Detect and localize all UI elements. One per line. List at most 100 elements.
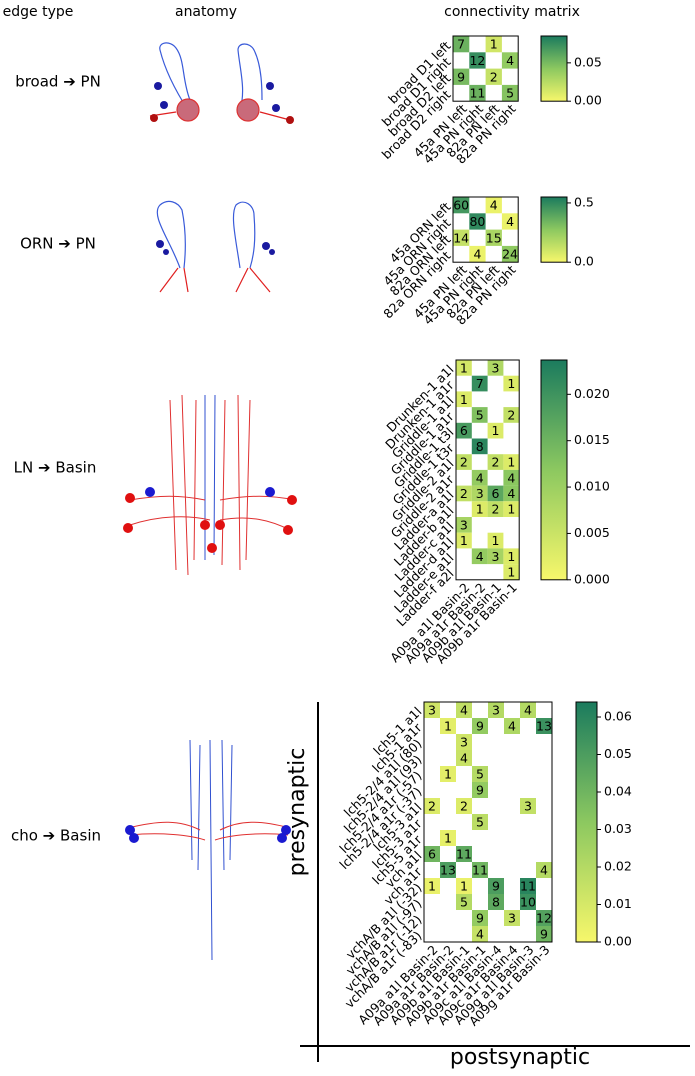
- cell-label: 2: [490, 69, 498, 84]
- cell-label: 5: [506, 86, 514, 101]
- cell-label: 1: [492, 423, 500, 438]
- x-axis-label: postsynaptic: [450, 1045, 590, 1070]
- cell-label: 5: [476, 815, 484, 830]
- cell-label: 2: [492, 455, 500, 470]
- cell: [469, 213, 486, 230]
- anatomy-orn: [156, 200, 275, 293]
- matrix-frame: [455, 359, 520, 581]
- cell: [424, 846, 440, 862]
- cell: [456, 846, 472, 862]
- colorbar-tick-label: 0.015: [574, 432, 610, 447]
- cell-label: 4: [506, 53, 514, 68]
- cell: [485, 36, 502, 53]
- cell-label: 24: [502, 247, 518, 262]
- cell-label: 3: [428, 703, 436, 718]
- cell: [536, 718, 552, 734]
- cell: [424, 798, 440, 814]
- cell-label: 3: [476, 486, 484, 501]
- cell: [487, 532, 504, 549]
- cell: [488, 878, 504, 894]
- cell: [453, 68, 470, 85]
- cell-label: 1: [507, 455, 515, 470]
- cell-label: 15: [486, 230, 502, 245]
- cell: [488, 894, 504, 910]
- cell: [503, 469, 520, 486]
- cell-label: 1: [460, 360, 468, 375]
- cell-label: 1: [428, 879, 436, 894]
- cell-label: 9: [476, 911, 484, 926]
- cell-label: 6: [492, 486, 500, 501]
- cell-label: 8: [492, 895, 500, 910]
- anatomy-cho: [125, 739, 291, 961]
- cell: [501, 245, 519, 263]
- cell-label: 4: [540, 863, 548, 878]
- cell: [487, 548, 504, 565]
- cell-label: 11: [520, 879, 536, 894]
- cell-label: 13: [440, 863, 456, 878]
- cell: [487, 485, 504, 502]
- colorbar-tick-label: 0.05: [604, 746, 632, 761]
- cell: [456, 702, 472, 718]
- cell-label: 2: [460, 799, 468, 814]
- cell-label: 60: [453, 198, 469, 213]
- colorbar-tick-label: 0.02: [604, 859, 632, 874]
- cell: [456, 798, 472, 814]
- cell: [503, 564, 520, 580]
- cell: [487, 501, 504, 517]
- cell-label: 4: [507, 486, 515, 501]
- cell-label: 11: [469, 86, 485, 101]
- cell-label: 6: [460, 423, 468, 438]
- cell-label: 2: [492, 502, 500, 517]
- panel-title: cho ➔ Basin: [11, 827, 101, 845]
- colorbar-tick-label: 0.04: [604, 784, 632, 799]
- cell-label: 1: [490, 37, 498, 52]
- colorbar-tick-label: 0.005: [574, 525, 610, 540]
- cell: [503, 485, 520, 502]
- panel-title: broad ➔ PN: [15, 73, 101, 91]
- cell-label: 4: [476, 927, 484, 942]
- cell: [456, 391, 472, 408]
- panel-title: LN ➔ Basin: [14, 459, 97, 477]
- cell-label: 14: [453, 230, 469, 245]
- cell: [440, 830, 456, 846]
- cell: [520, 878, 536, 894]
- cell-label: 13: [536, 719, 552, 734]
- cell: [503, 548, 520, 565]
- cell: [471, 438, 488, 455]
- colorbar: [540, 35, 568, 102]
- cell: [485, 229, 502, 246]
- cell: [456, 734, 472, 750]
- cell: [472, 926, 488, 942]
- colorbar-tick-label: 0.01: [604, 896, 632, 911]
- cell-label: 4: [473, 247, 481, 262]
- cell-label: 9: [540, 927, 548, 942]
- cell-label: 3: [460, 735, 468, 750]
- cell-label: 1: [476, 502, 484, 517]
- colorbar-tick-label: 0.00: [574, 93, 602, 108]
- matrix-frame: [423, 701, 553, 943]
- anatomy-ln: [123, 394, 297, 576]
- cell-label: 3: [524, 799, 532, 814]
- cell-label: 4: [507, 470, 515, 485]
- matrix-frame: [452, 196, 519, 263]
- cell-label: 11: [472, 863, 488, 878]
- cell: [504, 718, 520, 734]
- cell: [456, 750, 472, 766]
- cell-label: 7: [476, 376, 484, 391]
- cell-label: 5: [476, 407, 484, 422]
- cell-label: 7: [457, 37, 465, 52]
- cell-label: 3: [508, 911, 516, 926]
- cell: [520, 702, 536, 718]
- cell-label: 3: [492, 360, 500, 375]
- cell-label: 1: [444, 767, 452, 782]
- cell: [424, 702, 440, 718]
- matrix-frame: [452, 35, 519, 102]
- cell-label: 5: [476, 767, 484, 782]
- cell: [456, 894, 472, 910]
- cell: [485, 197, 502, 214]
- cell: [488, 702, 504, 718]
- cell: [487, 360, 504, 376]
- cell: [487, 454, 504, 470]
- cell: [424, 878, 440, 894]
- cell-label: 6: [428, 847, 436, 862]
